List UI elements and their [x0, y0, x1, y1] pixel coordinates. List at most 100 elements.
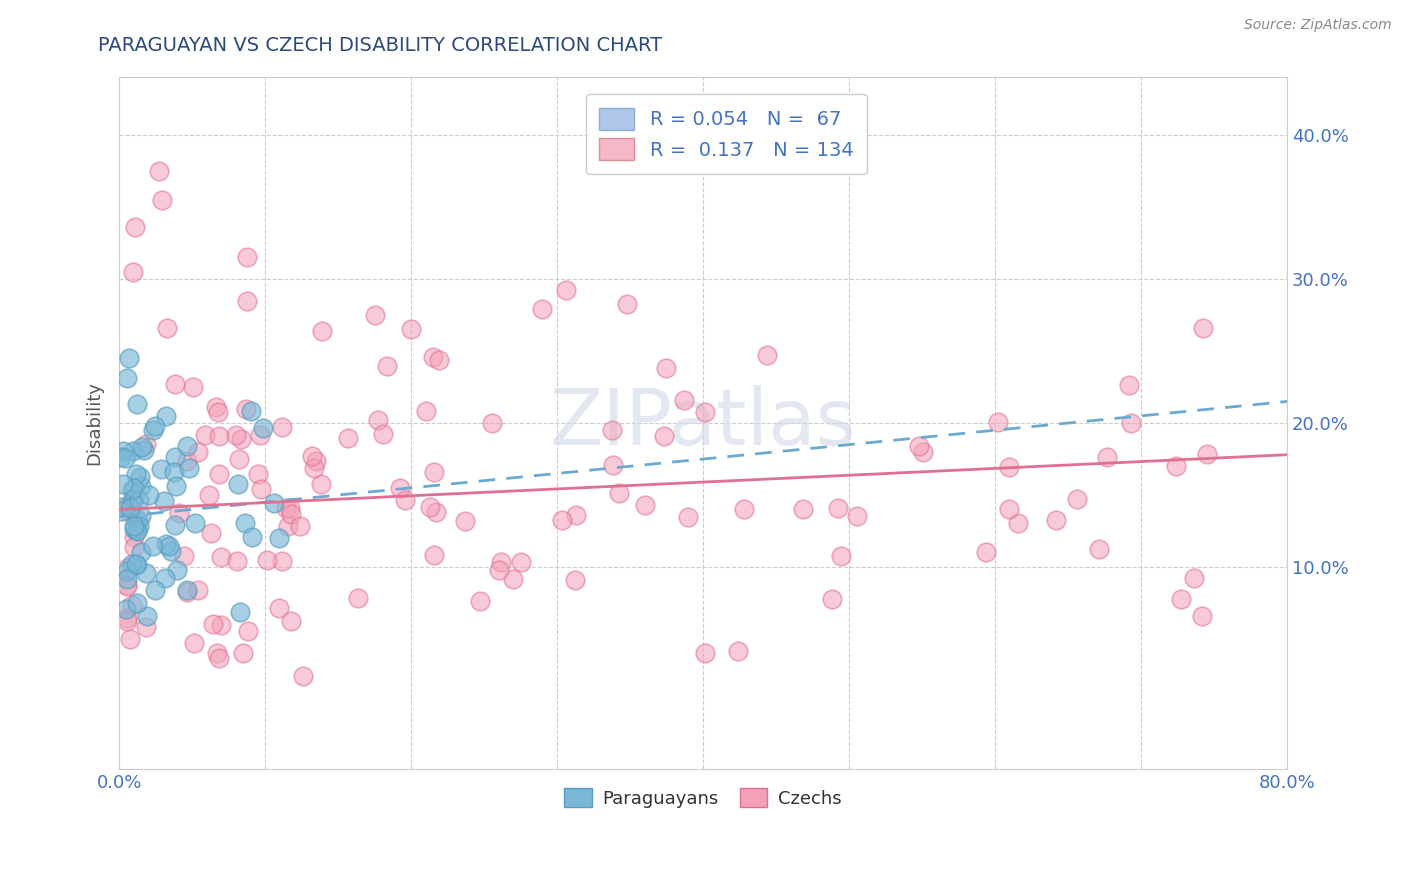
Point	[148, 164, 170, 178]
Point	[135, 609, 157, 624]
Point	[389, 481, 412, 495]
Point	[1166, 459, 1188, 474]
Point	[233, 516, 256, 531]
Point	[305, 454, 328, 468]
Point	[122, 481, 145, 495]
Text: ZIPatlas: ZIPatlas	[550, 385, 856, 461]
Point	[997, 502, 1019, 516]
Point	[288, 519, 311, 533]
Point	[124, 219, 146, 234]
Point	[551, 513, 574, 527]
Point	[830, 549, 852, 564]
Point	[122, 265, 145, 279]
Point	[112, 444, 135, 458]
Point	[114, 451, 136, 466]
Point	[194, 428, 217, 442]
Point	[226, 477, 249, 491]
Point	[115, 602, 138, 616]
Point	[270, 553, 292, 567]
Point	[115, 611, 138, 625]
Point	[727, 644, 749, 658]
Point	[1170, 592, 1192, 607]
Point	[155, 537, 177, 551]
Point	[110, 504, 132, 518]
Point	[208, 429, 231, 443]
Point	[502, 572, 524, 586]
Point	[672, 393, 695, 408]
Point	[127, 514, 149, 528]
Point	[156, 321, 179, 335]
Point	[373, 427, 395, 442]
Point	[607, 486, 630, 500]
Point	[602, 458, 624, 473]
Point	[912, 444, 935, 458]
Point	[346, 591, 368, 606]
Point	[564, 508, 586, 522]
Point	[229, 605, 252, 619]
Point	[240, 403, 263, 417]
Point	[163, 465, 186, 479]
Point	[111, 477, 134, 491]
Point	[247, 467, 270, 482]
Point	[118, 632, 141, 646]
Point	[1191, 608, 1213, 623]
Point	[125, 467, 148, 481]
Point	[236, 293, 259, 308]
Point	[128, 519, 150, 533]
Point	[1007, 516, 1029, 530]
Point	[129, 470, 152, 484]
Point	[155, 409, 177, 423]
Point	[159, 544, 181, 558]
Point	[115, 615, 138, 629]
Point	[792, 501, 814, 516]
Point	[278, 501, 301, 516]
Point	[488, 563, 510, 577]
Point	[124, 530, 146, 544]
Point	[176, 583, 198, 598]
Point	[1119, 416, 1142, 430]
Point	[427, 353, 450, 368]
Point	[236, 251, 259, 265]
Point	[167, 506, 190, 520]
Point	[124, 540, 146, 554]
Point	[655, 360, 678, 375]
Point	[142, 540, 165, 554]
Point	[1118, 377, 1140, 392]
Point	[122, 522, 145, 536]
Point	[150, 462, 173, 476]
Point	[207, 405, 229, 419]
Point	[115, 371, 138, 385]
Point	[1095, 450, 1118, 465]
Point	[115, 564, 138, 578]
Point	[1195, 447, 1218, 461]
Point	[122, 493, 145, 508]
Point	[987, 416, 1010, 430]
Point	[208, 467, 231, 481]
Point	[115, 578, 138, 592]
Legend: Paraguayans, Czechs: Paraguayans, Czechs	[557, 780, 849, 815]
Point	[481, 416, 503, 430]
Point	[652, 428, 675, 442]
Point	[209, 549, 232, 564]
Point	[166, 563, 188, 577]
Point	[165, 478, 187, 492]
Point	[143, 418, 166, 433]
Point	[117, 561, 139, 575]
Point	[225, 427, 247, 442]
Point	[1192, 321, 1215, 335]
Point	[173, 549, 195, 563]
Point	[271, 420, 294, 434]
Point	[226, 554, 249, 568]
Y-axis label: Disability: Disability	[86, 381, 103, 465]
Point	[200, 526, 222, 541]
Point	[110, 450, 132, 465]
Point	[187, 583, 209, 598]
Point	[489, 555, 512, 569]
Point	[150, 193, 173, 207]
Point	[157, 540, 180, 554]
Point	[394, 493, 416, 508]
Point	[135, 566, 157, 581]
Point	[269, 531, 291, 545]
Point	[277, 519, 299, 533]
Point	[564, 573, 586, 587]
